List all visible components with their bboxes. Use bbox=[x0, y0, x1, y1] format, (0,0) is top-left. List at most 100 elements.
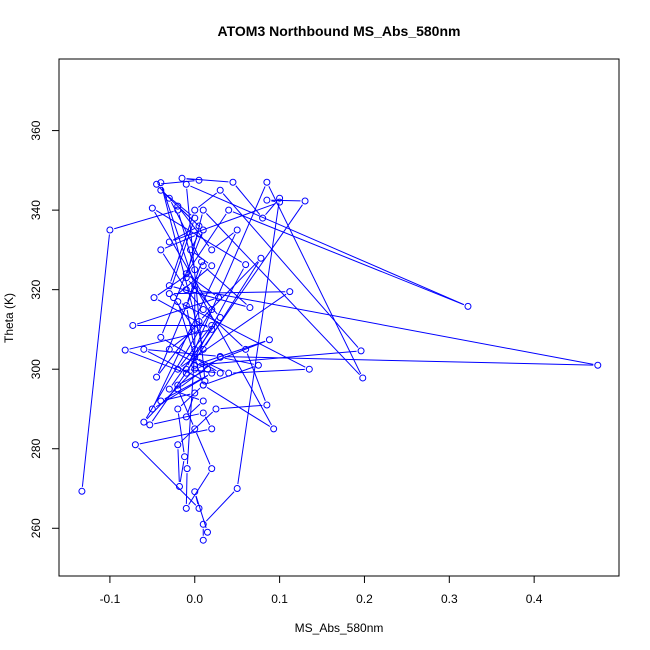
data-point bbox=[182, 286, 190, 294]
data-point bbox=[182, 369, 190, 377]
series-segment bbox=[198, 340, 266, 369]
x-tick-label: 0.1 bbox=[271, 592, 288, 606]
data-point bbox=[198, 258, 206, 266]
data-point bbox=[174, 405, 182, 413]
data-point bbox=[216, 353, 224, 361]
data-point bbox=[464, 302, 472, 310]
data-point bbox=[208, 369, 216, 377]
series-segment bbox=[220, 404, 263, 410]
data-point bbox=[208, 321, 216, 329]
y-tick-label: 280 bbox=[29, 438, 43, 458]
data-point bbox=[191, 214, 199, 222]
data-point bbox=[254, 361, 262, 369]
series-segment bbox=[180, 328, 210, 366]
series-segment bbox=[81, 234, 110, 487]
data-point bbox=[187, 246, 195, 254]
series-segment bbox=[205, 491, 235, 522]
data-point bbox=[175, 483, 183, 491]
series-segment bbox=[173, 291, 286, 295]
data-point bbox=[357, 347, 365, 355]
series-segment bbox=[147, 350, 202, 380]
series-segment bbox=[192, 237, 198, 247]
series-segment bbox=[172, 331, 192, 347]
series-segment bbox=[173, 203, 276, 241]
data-point bbox=[208, 262, 216, 270]
data-point bbox=[182, 180, 190, 188]
data-point bbox=[182, 270, 190, 278]
series-segment bbox=[170, 201, 200, 259]
data-point bbox=[263, 401, 271, 409]
series-segment bbox=[271, 199, 301, 202]
data-point bbox=[182, 504, 190, 512]
series-segment bbox=[246, 353, 266, 401]
data-point bbox=[174, 381, 182, 389]
data-point bbox=[157, 179, 165, 187]
data-point bbox=[208, 246, 216, 254]
series-segment bbox=[161, 180, 195, 185]
series-segment bbox=[129, 351, 183, 373]
series-segment bbox=[195, 495, 207, 529]
data-point bbox=[203, 528, 211, 536]
series-segment bbox=[170, 222, 194, 290]
data-point bbox=[276, 198, 284, 206]
data-point bbox=[191, 282, 199, 290]
data-point bbox=[191, 361, 199, 369]
data-point bbox=[182, 274, 190, 282]
data-point bbox=[216, 314, 224, 321]
data-point bbox=[157, 246, 165, 254]
series-segment bbox=[265, 201, 278, 215]
data-point bbox=[153, 373, 161, 381]
data-point bbox=[242, 345, 250, 353]
series-segment bbox=[232, 211, 464, 306]
series-segment bbox=[214, 232, 234, 248]
data-point bbox=[191, 365, 199, 373]
y-axis-label: Theta (K) bbox=[2, 293, 16, 343]
y-tick-label: 300 bbox=[29, 359, 43, 379]
data-point bbox=[182, 365, 190, 373]
data-point bbox=[199, 345, 207, 353]
series-segment bbox=[201, 261, 259, 319]
data-point bbox=[157, 333, 165, 341]
data-point bbox=[157, 186, 165, 194]
data-point bbox=[212, 405, 220, 413]
series-segment bbox=[164, 339, 217, 372]
series-segment bbox=[224, 356, 594, 366]
data-point bbox=[191, 206, 199, 214]
data-point bbox=[170, 294, 178, 302]
x-tick-label: 0.3 bbox=[441, 592, 458, 606]
data-point bbox=[257, 254, 265, 262]
data-point bbox=[195, 230, 203, 238]
data-point bbox=[199, 262, 207, 270]
data-point bbox=[270, 425, 278, 433]
series-segment bbox=[190, 185, 465, 306]
data-point bbox=[208, 306, 216, 314]
series-segment bbox=[176, 268, 209, 296]
series-segment bbox=[186, 178, 195, 181]
series-segment bbox=[179, 461, 185, 483]
data-point bbox=[191, 286, 199, 294]
data-point bbox=[203, 365, 211, 373]
data-point bbox=[286, 288, 294, 296]
data-point bbox=[276, 194, 284, 202]
data-point bbox=[165, 385, 173, 393]
data-point bbox=[199, 206, 207, 214]
series-segment bbox=[181, 359, 217, 387]
series-segment bbox=[163, 192, 192, 216]
series-segment bbox=[193, 252, 209, 264]
series-layer bbox=[78, 174, 602, 544]
y-tick-label: 320 bbox=[29, 279, 43, 299]
data-point bbox=[199, 226, 207, 234]
data-point bbox=[305, 365, 313, 373]
series-segment bbox=[154, 211, 210, 306]
data-point bbox=[174, 365, 182, 373]
series-segment bbox=[114, 210, 174, 230]
data-point bbox=[182, 302, 190, 310]
data-point bbox=[174, 202, 182, 210]
series-segment bbox=[162, 253, 185, 287]
y-tick-label: 360 bbox=[29, 120, 43, 140]
series-segment bbox=[199, 289, 594, 365]
data-point bbox=[174, 385, 182, 393]
series-segment bbox=[187, 397, 194, 413]
series-segment bbox=[187, 265, 201, 302]
